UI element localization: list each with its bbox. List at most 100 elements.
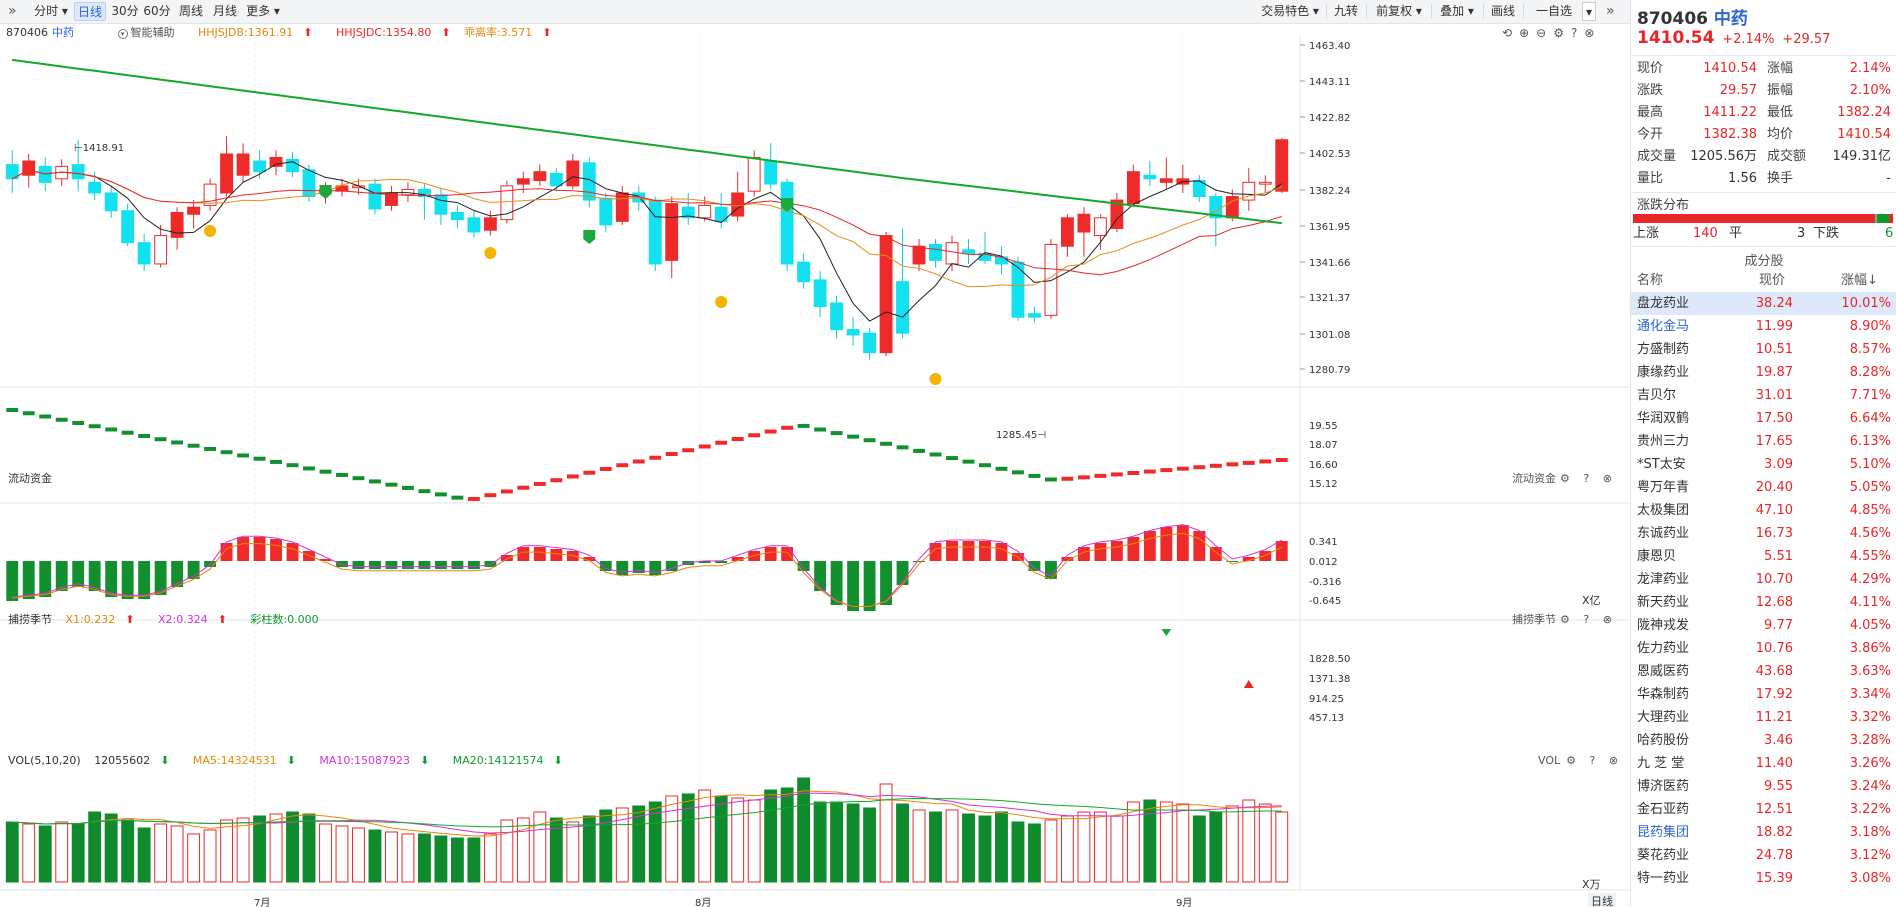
collapse-left-icon[interactable]: » [8,3,17,19]
collapse-right-icon[interactable]: » [1606,3,1615,19]
col-pct[interactable]: 涨幅↓ [1841,273,1878,288]
constituent-price: 12.68 [1755,595,1793,610]
help-icon[interactable]: ? [1583,472,1590,485]
chart-canvas[interactable]: 1463.40 1443.11 1422.82 1402.53 1382.24 1361.… [0,36,1630,907]
constituent-name[interactable]: 恩威医药 [1637,664,1690,679]
constituent-name[interactable]: 大理药业 [1637,710,1690,725]
sidebar-name[interactable]: 中药 [1713,9,1748,29]
constituent-row[interactable]: 恩威医药 43.68 3.63% [1631,660,1896,683]
smart-assist-toggle[interactable]: ▾ 智能辅助 [117,26,185,39]
constituent-row[interactable]: 康缘药业 19.87 8.28% [1631,361,1896,384]
constituent-name[interactable]: 博济医药 [1637,779,1690,794]
close-icon[interactable]: ⊗ [1608,754,1619,767]
constituent-row[interactable]: *ST太安 3.09 5.10% [1631,453,1896,476]
constituent-name[interactable]: 新天药业 [1637,595,1690,610]
catch-bar [715,561,728,563]
zoom-out-icon[interactable]: ⊖ [1536,26,1554,40]
constituent-row[interactable]: 东诚药业 16.73 4.56% [1631,522,1896,545]
constituent-name[interactable]: 粤万年青 [1637,480,1690,495]
constituent-row[interactable]: 特一药业 15.39 3.08% [1631,867,1896,890]
constituent-name[interactable]: 金石亚药 [1637,802,1690,817]
constituent-row[interactable]: 昆药集团 18.82 3.18% [1631,821,1896,844]
constituent-pct: 8.28% [1849,365,1891,380]
constituent-row[interactable]: 盘龙药业 38.24 10.01% [1631,292,1896,315]
flow-bar [500,489,513,494]
constituent-row[interactable]: 龙津药业 10.70 4.29% [1631,568,1896,591]
constituent-name[interactable]: 康恩贝 [1637,549,1677,564]
adjust-dropdown[interactable]: 前复权 ▾ [1376,4,1422,18]
watchlist-dropdown-icon[interactable]: ▾ [1582,2,1596,21]
close-icon[interactable]: ⊗ [1584,26,1602,40]
settings-icon[interactable]: ⚙ [1560,613,1570,626]
constituent-row[interactable]: 九 芝 堂 11.40 3.26% [1631,752,1896,775]
constituent-row[interactable]: 博济医药 9.55 3.24% [1631,775,1896,798]
help-icon[interactable]: ? [1583,613,1590,626]
stock-name[interactable]: 中药 [52,26,74,39]
constituent-name[interactable]: 葵花药业 [1637,848,1690,863]
constituent-name[interactable]: 华森制药 [1637,687,1690,702]
constituent-name[interactable]: 盘龙药业 [1637,296,1690,311]
constituent-name[interactable]: 方盛制药 [1637,342,1690,357]
constituent-name[interactable]: 龙津药业 [1637,572,1690,587]
tab-60min[interactable]: 60分 [143,4,171,18]
constituent-row[interactable]: 贵州三力 17.65 6.13% [1631,430,1896,453]
constituent-name[interactable]: *ST太安 [1637,457,1686,472]
draw-button[interactable]: 画线 [1490,4,1515,18]
tab-daily[interactable]: 日线 [74,2,106,21]
constituent-row[interactable]: 粤万年青 20.40 5.05% [1631,476,1896,499]
period-label[interactable]: 日线 [1588,893,1616,907]
col-name[interactable]: 名称 [1637,273,1664,288]
watchlist-button[interactable]: 一自选 [1535,4,1572,18]
close-icon[interactable]: ⊗ [1602,472,1612,485]
candle-body [1159,178,1173,183]
constituent-row[interactable]: 陇神戎发 9.77 4.05% [1631,614,1896,637]
constituent-name[interactable]: 吉贝尔 [1637,388,1677,403]
candle-body [780,181,794,265]
constituent-name[interactable]: 陇神戎发 [1637,618,1690,633]
constituent-row[interactable]: 康恩贝 5.51 4.55% [1631,545,1896,568]
constituent-row[interactable]: 通化金马 11.99 8.90% [1631,315,1896,338]
help-icon[interactable]: ? [1570,26,1585,40]
flow-bar [962,459,975,464]
settings-icon[interactable]: ⚙ [1553,26,1571,40]
close-icon[interactable]: ⊗ [1602,613,1612,626]
constituent-name[interactable]: 佐力药业 [1637,641,1690,656]
constituent-name[interactable]: 特一药业 [1637,871,1690,886]
constituent-row[interactable]: 方盛制药 10.51 8.57% [1631,338,1896,361]
constituent-row[interactable]: 华森制药 17.92 3.34% [1631,683,1896,706]
tab-monthly[interactable]: 月线 [212,4,237,18]
nine-turn-button[interactable]: 九转 [1333,4,1358,18]
trade-feature-dropdown[interactable]: 交易特色 ▾ [1261,4,1319,18]
tab-intraday[interactable]: 分时 ▾ [34,4,68,18]
constituent-row[interactable]: 大理药业 11.21 3.32% [1631,706,1896,729]
more-dropdown[interactable]: 更多 ▾ [246,4,280,18]
settings-icon[interactable]: ⚙ [1560,472,1570,485]
constituent-row[interactable]: 华润双鹤 17.50 6.64% [1631,407,1896,430]
candle-body [269,156,283,167]
constituent-name[interactable]: 华润双鹤 [1637,411,1690,426]
constituent-name[interactable]: 康缘药业 [1637,365,1690,380]
constituent-row[interactable]: 新天药业 12.68 4.11% [1631,591,1896,614]
constituent-name[interactable]: 昆药集团 [1637,825,1690,840]
overlay-dropdown[interactable]: 叠加 ▾ [1440,4,1474,18]
constituent-row[interactable]: 葵花药业 24.78 3.12% [1631,844,1896,867]
constituent-name[interactable]: 九 芝 堂 [1637,756,1685,771]
settings-icon[interactable]: ⚙ [1566,754,1576,767]
col-price[interactable]: 现价 [1759,273,1786,288]
constituent-name[interactable]: 太极集团 [1637,503,1690,518]
constituent-row[interactable]: 吉贝尔 31.01 7.71% [1631,384,1896,407]
constituent-name[interactable]: 通化金马 [1637,319,1690,334]
tab-30min[interactable]: 30分 [111,4,139,18]
constituent-row[interactable]: 佐力药业 10.76 3.86% [1631,637,1896,660]
constituent-name[interactable]: 贵州三力 [1637,434,1690,449]
refresh-icon[interactable]: ⟲ [1502,26,1520,40]
constituent-row[interactable]: 金石亚药 12.51 3.22% [1631,798,1896,821]
help-icon[interactable]: ? [1589,754,1596,767]
constituent-name[interactable]: 哈药股份 [1637,733,1690,748]
volume-bar [401,833,415,883]
constituent-name[interactable]: 东诚药业 [1637,526,1690,541]
constituent-row[interactable]: 太极集团 47.10 4.85% [1631,499,1896,522]
constituent-row[interactable]: 哈药股份 3.46 3.28% [1631,729,1896,752]
tab-weekly[interactable]: 周线 [178,4,203,18]
zoom-in-icon[interactable]: ⊕ [1519,26,1537,40]
